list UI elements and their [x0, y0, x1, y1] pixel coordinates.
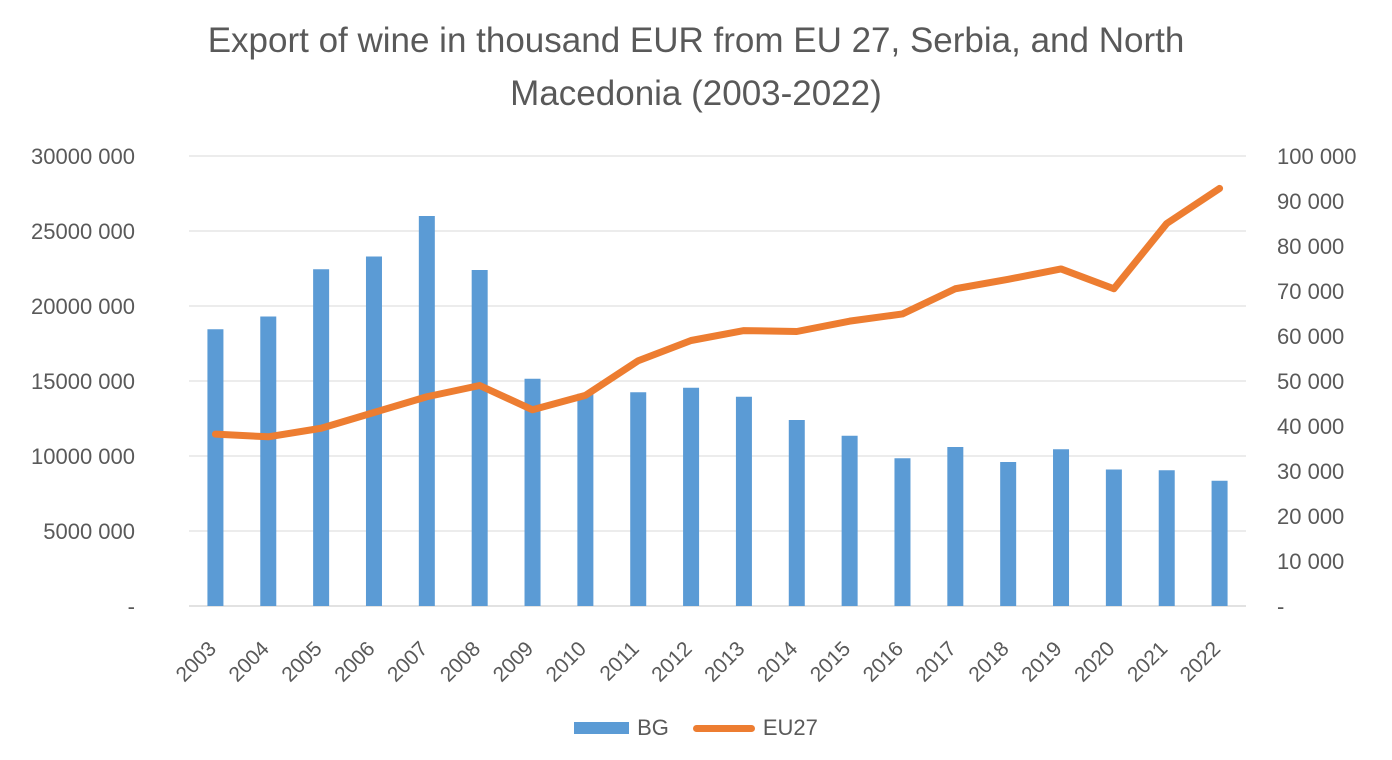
legend-label-bg: BG [637, 715, 669, 740]
eu27-line [211, 184, 1224, 441]
bar-2014 [788, 420, 805, 606]
bar-2009 [524, 378, 541, 606]
chart-legend: BG EU27 [0, 711, 1392, 745]
right-axis-label: 90 000 [1277, 189, 1344, 214]
x-tick-label: 2022 [1176, 637, 1225, 686]
bar-2007 [418, 216, 435, 606]
right-axis-label: 80 000 [1277, 234, 1344, 259]
x-tick-label: 2014 [753, 637, 803, 687]
x-tick-label: 2008 [436, 637, 485, 686]
x-tick-label: 2020 [1070, 637, 1119, 686]
left-axis-label: - [128, 594, 135, 619]
x-tick-label: 2007 [383, 637, 432, 686]
right-axis-label: 30 000 [1277, 459, 1344, 484]
bar-2017 [947, 447, 964, 606]
chart-title: Export of wine in thousand EUR from EU 2… [207, 21, 1185, 113]
left-axis-label: 10000 000 [31, 444, 135, 469]
left-axis-label: 30000 000 [31, 144, 135, 169]
bar-2021 [1158, 470, 1175, 606]
bar-2011 [630, 392, 647, 606]
eu27-series-swatch-icon [692, 724, 755, 732]
bar-2010 [577, 393, 594, 606]
bar-2015 [841, 435, 858, 606]
x-tick-label: 2004 [225, 637, 275, 687]
left-axis-label: 25000 000 [31, 219, 135, 244]
x-tick-label: 2009 [489, 637, 538, 686]
x-tick-label: 2011 [596, 637, 644, 685]
bar-2016 [894, 458, 911, 606]
bar-2004 [260, 316, 277, 606]
x-tick-label: 2006 [330, 637, 379, 686]
right-axis-label: 40 000 [1277, 414, 1344, 439]
x-tick-label: 2013 [700, 637, 749, 686]
x-tick-label: 2017 [912, 637, 961, 686]
x-tick-label: 2012 [647, 637, 696, 686]
x-tick-label: 2005 [277, 637, 326, 686]
legend-item-bg: BG [574, 715, 669, 741]
right-axis-label: 60 000 [1277, 324, 1344, 349]
bar-2020 [1105, 469, 1122, 606]
x-tick-label: 2015 [806, 637, 855, 686]
left-axis-label: 5000 000 [43, 519, 135, 544]
left-axis-label: 15000 000 [31, 369, 135, 394]
x-tick-label: 2010 [542, 637, 591, 686]
x-tick-label: 2003 [172, 637, 221, 686]
bar-2019 [1053, 449, 1070, 606]
right-axis-label: 70 000 [1277, 279, 1344, 304]
bar-2008 [471, 270, 488, 606]
bar-2018 [1000, 462, 1017, 606]
x-tick-label: 2016 [859, 637, 908, 686]
bar-2003 [207, 329, 224, 606]
x-tick-label: 2018 [964, 637, 1013, 686]
right-axis-label: 100 000 [1277, 144, 1357, 169]
legend-label-eu27: EU27 [762, 715, 818, 740]
left-axis-label: 20000 000 [31, 294, 135, 319]
bar-2006 [365, 256, 382, 606]
bar-2022 [1211, 480, 1228, 606]
legend-item-eu27: EU27 [692, 715, 818, 741]
x-tick-label: 2021 [1123, 637, 1172, 686]
right-axis-label: 50 000 [1277, 369, 1344, 394]
right-axis-label: 20 000 [1277, 504, 1344, 529]
x-tick-label: 2019 [1017, 637, 1066, 686]
right-axis-label: 10 000 [1277, 549, 1344, 574]
bar-2012 [683, 387, 700, 606]
bar-2005 [313, 269, 330, 606]
bg-series-swatch-icon [574, 722, 630, 734]
bar-2013 [735, 396, 752, 606]
right-axis-label: - [1277, 594, 1284, 619]
